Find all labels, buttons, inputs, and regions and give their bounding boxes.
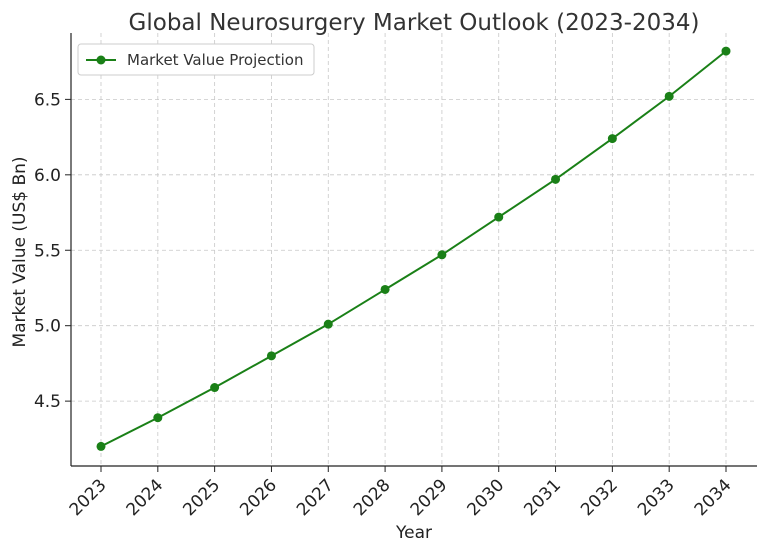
x-tick-label: 2025 [179, 475, 224, 520]
data-point [210, 383, 220, 393]
data-point [266, 351, 276, 361]
series [96, 46, 731, 451]
y-ticks: 4.5 5.0 5.5 6.0 6.5 [34, 90, 71, 412]
x-tick-label: 2024 [123, 475, 168, 520]
y-tick-label: 5.0 [34, 317, 61, 337]
x-ticks: 2023 2024 2025 2026 2027 2028 2029 2030 2031 2032… [66, 466, 736, 520]
data-point [380, 284, 390, 294]
chart-title: Global Neurosurgery Market Outlook (2023… [129, 10, 700, 36]
x-tick-label: 2033 [634, 475, 679, 520]
data-point [437, 250, 447, 260]
x-tick-label: 2023 [66, 475, 111, 520]
x-tick-label: 2030 [464, 475, 509, 520]
legend-label: Market Value Projection [127, 51, 303, 69]
data-point [551, 174, 561, 184]
y-tick-label: 6.0 [34, 166, 61, 186]
legend-box [77, 43, 315, 76]
x-axis-label: Year [395, 523, 432, 543]
grid [71, 33, 757, 466]
data-point [323, 319, 333, 329]
data-point [494, 212, 504, 222]
y-tick-label: 5.5 [34, 241, 61, 261]
x-tick-label: 2031 [520, 475, 565, 520]
y-axis-label: Market Value (US$ Bn) [10, 156, 30, 347]
axes [70, 33, 757, 467]
x-tick-label: 2034 [691, 475, 736, 520]
legend-marker [96, 55, 106, 65]
x-tick-label: 2029 [407, 475, 452, 520]
x-tick-label: 2028 [350, 475, 395, 520]
data-point [96, 441, 106, 451]
x-tick-label: 2026 [236, 475, 281, 520]
data-point [153, 413, 163, 423]
data-point [664, 91, 674, 101]
data-point [721, 46, 731, 56]
data-point [607, 134, 617, 144]
y-tick-label: 4.5 [34, 392, 61, 412]
legend: Market Value Projection [77, 43, 315, 76]
y-tick-label: 6.5 [34, 90, 61, 110]
x-tick-label: 2032 [577, 475, 622, 520]
series-line [100, 50, 727, 448]
x-tick-label: 2027 [293, 475, 338, 520]
